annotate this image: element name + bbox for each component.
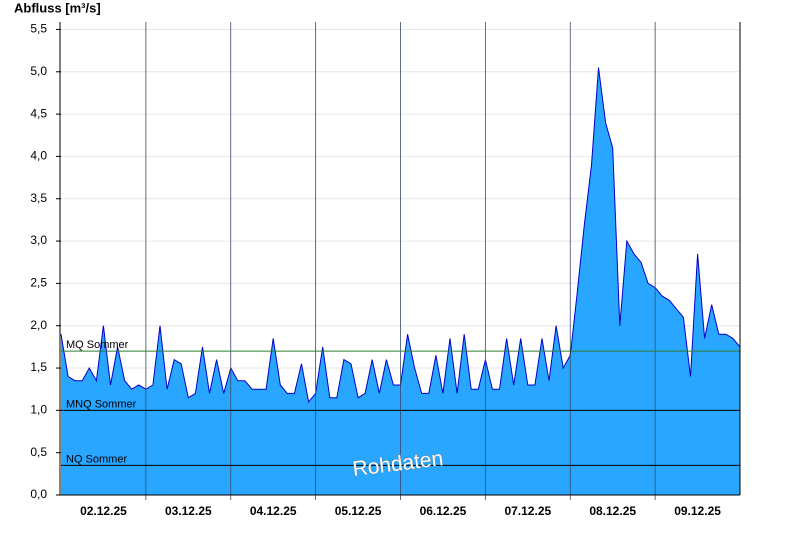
x-tick-label: 05.12.25 bbox=[335, 504, 382, 518]
y-tick-label: 2,5 bbox=[30, 276, 47, 290]
x-tick-label: 09.12.25 bbox=[674, 504, 721, 518]
x-tick-label: 03.12.25 bbox=[165, 504, 212, 518]
y-tick-label: 2,0 bbox=[30, 318, 47, 332]
x-tick-label: 02.12.25 bbox=[80, 504, 127, 518]
y-tick-label: 1,0 bbox=[30, 403, 47, 417]
y-tick-label: 0,5 bbox=[30, 445, 47, 459]
reference-label: MNQ Sommer bbox=[66, 398, 137, 410]
y-tick-label: 4,5 bbox=[30, 106, 47, 120]
y-tick-label: 5,0 bbox=[30, 64, 47, 78]
y-tick-label: 4,0 bbox=[30, 149, 47, 163]
y-tick-label: 3,5 bbox=[30, 191, 47, 205]
y-axis-title: Abfluss [m³/s] bbox=[14, 0, 101, 15]
y-tick-label: 5,5 bbox=[30, 22, 47, 36]
reference-label: MQ Sommer bbox=[66, 339, 129, 351]
y-tick-label: 1,5 bbox=[30, 360, 47, 374]
reference-label: NQ Sommer bbox=[66, 453, 127, 465]
y-tick-label: 3,0 bbox=[30, 233, 47, 247]
x-tick-label: 06.12.25 bbox=[420, 504, 467, 518]
x-tick-label: 04.12.25 bbox=[250, 504, 297, 518]
x-tick-label: 08.12.25 bbox=[589, 504, 636, 518]
y-tick-label: 0,0 bbox=[30, 487, 47, 501]
x-tick-label: 07.12.25 bbox=[504, 504, 551, 518]
